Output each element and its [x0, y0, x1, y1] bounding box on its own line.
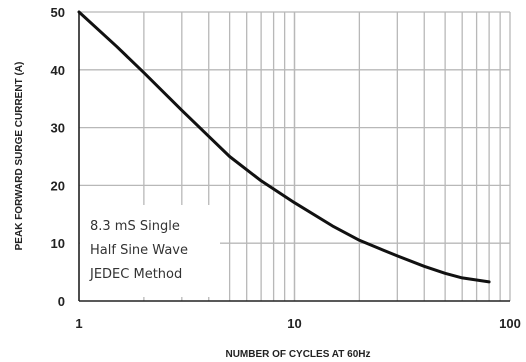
grid	[79, 11, 511, 301]
series	[77, 10, 491, 284]
axes	[78, 12, 510, 302]
series-line	[77, 10, 491, 284]
x-tick-label: 1	[75, 316, 82, 331]
annotation-line-3: JEDEC Method	[89, 267, 182, 282]
x-tick-label: 100	[499, 316, 521, 331]
tick-labels: 0 10 20 30 40 50 1 10 100	[51, 5, 521, 331]
x-axis-title: NUMBER OF CYCLES AT 60Hz	[225, 349, 370, 360]
y-tick-label: 50	[51, 5, 65, 20]
annotation: 8.3 mS Single Half Sine Wave JEDEC Metho…	[89, 219, 188, 282]
annotation-line-1: 8.3 mS Single	[90, 219, 180, 234]
y-axis-title: PEAK FORWARD SURGE CURRENT (A)	[14, 62, 25, 251]
y-tick-label: 30	[51, 121, 65, 136]
annotation-line-2: Half Sine Wave	[90, 243, 188, 258]
y-tick-label: 10	[51, 236, 65, 251]
y-tick-label: 20	[51, 178, 65, 193]
annotation-box	[80, 205, 220, 297]
x-tick-label: 10	[287, 316, 301, 331]
y-tick-label: 40	[51, 63, 65, 78]
y-tick-label: 0	[58, 294, 65, 309]
